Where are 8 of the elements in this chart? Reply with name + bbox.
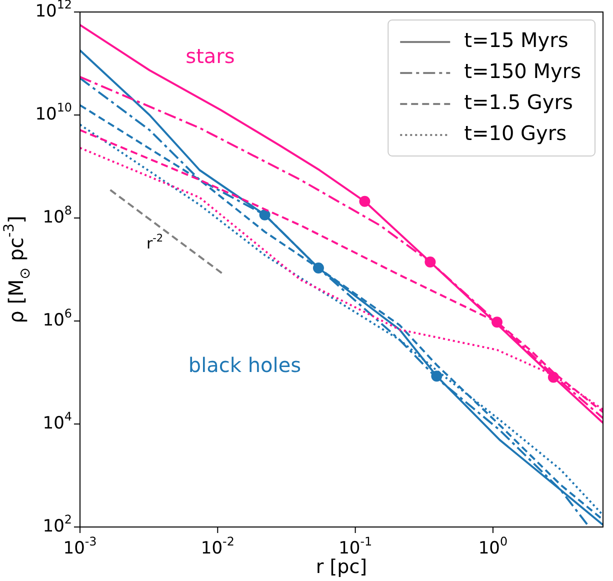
annotation: black holes bbox=[188, 353, 302, 378]
legend-label: t=10 Gyrs bbox=[464, 121, 567, 146]
annotation: stars bbox=[186, 44, 235, 68]
legend-label: t=150 Myrs bbox=[464, 59, 582, 84]
y-axis-title: ρ [M⊙ pc-3] bbox=[2, 216, 34, 324]
x-axis-title: r [pc] bbox=[316, 556, 368, 578]
legend-label: t=15 Myrs bbox=[464, 28, 568, 52]
legend-label: t=1.5 Gyrs bbox=[464, 90, 573, 114]
